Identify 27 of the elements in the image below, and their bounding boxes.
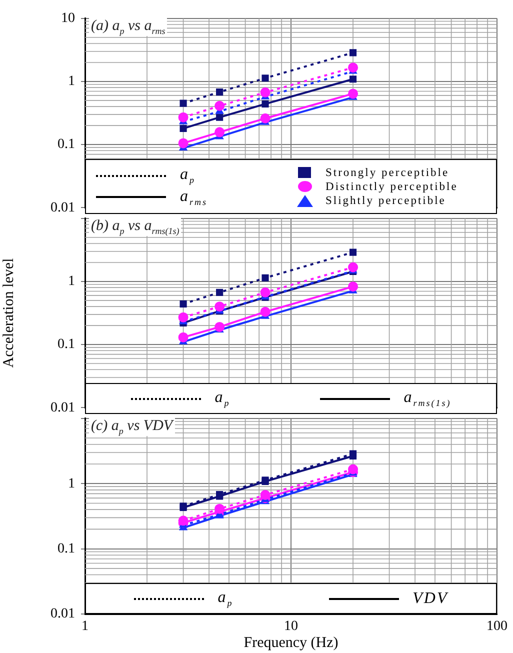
annotation: a$_{p}$ — [180, 166, 196, 186]
y-tick-label: 0.01 — [50, 200, 75, 216]
y-tick-label: 1 — [68, 476, 75, 492]
annotation: a$_{p}$ — [214, 388, 230, 408]
y-tick-label: 1 — [68, 274, 75, 290]
annotation: a$_{rms(1s)}$ — [404, 388, 452, 408]
annotation: VDV — [412, 590, 448, 608]
y-tick-label: 1 — [68, 74, 75, 90]
y-tick-label: 0.1 — [58, 337, 75, 352]
y-tick-label: 0.1 — [58, 137, 75, 152]
chart-title: (c) a$_{p}$ vs VDV — [89, 418, 175, 436]
y-tick-label: 10 — [61, 11, 75, 26]
x-tick-label: 10 — [284, 619, 298, 634]
annotation: Strongly perceptible — [326, 166, 450, 178]
annotation: Distinctly perceptible — [326, 180, 458, 192]
x-axis-title: Frequency (Hz) — [244, 634, 338, 651]
y-axis-title: Acceleration level — [0, 258, 17, 368]
annotation: Slightly perceptible — [326, 194, 446, 206]
chart-title: (b) a$_{p}$ vs a$_{rms(1s)}$ — [89, 218, 182, 236]
x-tick-label: 1 — [82, 619, 88, 634]
x-tick-label: 100 — [486, 619, 508, 634]
chart-title: (a) a$_{p}$ vs a$_{rms}$ — [89, 18, 168, 36]
annotation: a$_{rms}$ — [180, 188, 208, 207]
y-tick-label: 0.1 — [58, 541, 75, 556]
y-tick-label: 0.01 — [50, 606, 75, 622]
annotation: a$_{p}$ — [218, 588, 234, 608]
y-tick-label: 0.01 — [50, 400, 75, 416]
